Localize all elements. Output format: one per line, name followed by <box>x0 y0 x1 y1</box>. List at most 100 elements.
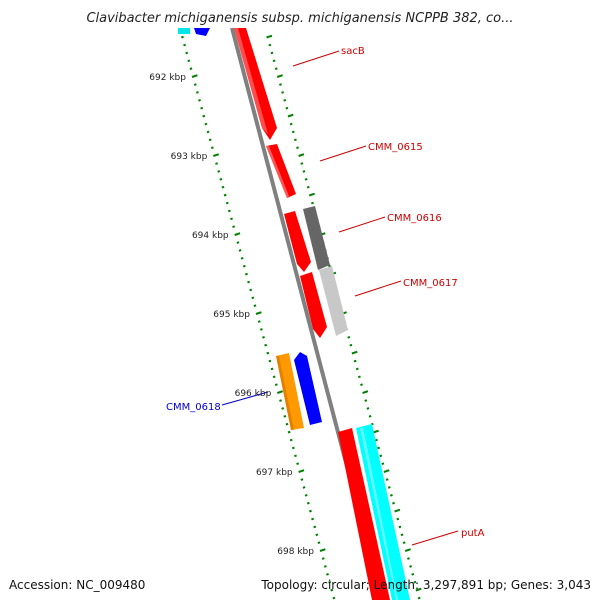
outer-major-tick <box>394 508 401 513</box>
tick-label-696: 696 kbp <box>235 389 272 399</box>
gene-CMM_0616[interactable] <box>284 206 330 272</box>
inner-minor-tick <box>206 130 210 134</box>
outer-minor-tick <box>360 383 363 387</box>
gene-label-putA[interactable]: putA <box>461 528 485 539</box>
outer-minor-tick <box>407 557 410 560</box>
gene-label-CMM_0618[interactable]: CMM_0618 <box>166 402 221 413</box>
outer-minor-tick <box>285 106 289 110</box>
inner-major-tick <box>234 232 241 236</box>
leader-putA <box>411 530 459 546</box>
inner-minor-tick <box>313 525 317 529</box>
inner-minor-tick <box>259 328 263 331</box>
outer-minor-tick <box>396 517 400 521</box>
outer-major-tick <box>287 113 294 118</box>
inner-minor-tick <box>193 83 197 86</box>
tick-label-694: 694 kbp <box>192 231 229 241</box>
inner-minor-tick <box>187 59 191 63</box>
outer-major-tick <box>308 192 315 197</box>
tick-label-697: 697 kbp <box>256 468 293 478</box>
outer-minor-tick <box>368 415 372 418</box>
accession-text: Accession: NC_009480 <box>9 578 146 592</box>
inner-minor-tick <box>185 51 189 55</box>
inner-minor-tick <box>257 320 261 323</box>
outer-minor-tick <box>293 138 297 142</box>
outer-minor-tick <box>409 565 413 568</box>
gene-CMM_0618[interactable] <box>276 352 322 430</box>
inner-minor-tick <box>311 517 315 521</box>
gene-block-top-blue <box>194 28 210 36</box>
inner-minor-tick <box>268 359 272 363</box>
gene-label-sacB[interactable]: sacB <box>341 46 365 57</box>
gene-CMM_0617[interactable] <box>300 266 348 338</box>
gene-label-CMM_0615[interactable]: CMM_0615 <box>368 142 423 153</box>
leader-CMM_0617 <box>354 280 402 297</box>
outer-minor-tick <box>283 99 287 102</box>
inner-minor-tick <box>204 122 208 126</box>
inner-minor-tick <box>270 367 274 371</box>
inner-minor-tick <box>274 383 278 387</box>
outer-minor-tick <box>281 91 285 94</box>
outer-minor-tick <box>296 146 299 150</box>
inner-minor-tick <box>266 351 270 355</box>
outer-minor-tick <box>300 162 304 165</box>
map-title: Clavibacter michiganensis subsp. michiga… <box>86 11 513 26</box>
inner-minor-tick <box>225 201 229 205</box>
inner-minor-tick <box>287 430 291 434</box>
outer-minor-tick <box>379 454 383 458</box>
outer-minor-tick <box>304 178 308 181</box>
inner-minor-tick <box>328 580 332 584</box>
gene-sacB[interactable] <box>234 28 277 140</box>
outer-minor-tick <box>381 462 385 466</box>
inner-major-tick <box>213 153 220 157</box>
inner-minor-tick <box>189 67 193 71</box>
inner-minor-tick <box>240 257 244 260</box>
inner-minor-tick <box>210 146 214 150</box>
outer-major-tick <box>415 587 422 592</box>
inner-minor-tick <box>323 565 327 568</box>
leader-CMM_0616 <box>338 216 386 233</box>
inner-minor-tick <box>198 99 201 102</box>
inner-minor-tick <box>195 91 199 94</box>
inner-minor-tick <box>279 399 283 402</box>
leader-sacB <box>292 50 340 67</box>
gene-block-top-cyan <box>178 28 190 34</box>
inner-minor-tick <box>281 407 285 410</box>
outer-minor-tick <box>274 67 278 71</box>
inner-minor-tick <box>330 588 334 592</box>
inner-minor-tick <box>300 478 304 481</box>
inner-minor-tick <box>321 557 325 560</box>
outer-minor-tick <box>385 478 389 481</box>
inner-minor-tick <box>308 509 312 513</box>
outer-minor-tick <box>411 573 415 576</box>
outer-minor-tick <box>355 367 359 371</box>
inner-minor-tick <box>247 280 251 284</box>
inner-minor-tick <box>253 304 257 308</box>
outer-minor-tick <box>353 359 357 363</box>
inner-minor-tick <box>272 375 276 379</box>
inner-minor-tick <box>251 296 255 300</box>
outer-minor-tick <box>417 596 421 600</box>
outer-minor-tick <box>328 264 331 268</box>
tick-label-693: 693 kbp <box>171 152 208 162</box>
outer-minor-tick <box>291 130 295 134</box>
inner-minor-tick <box>264 343 268 347</box>
gene-putA[interactable] <box>338 424 410 600</box>
map-body: 692 kbp 693 kbp 694 kbp 695 kbp 696 kbp 697 k… <box>149 28 459 600</box>
outer-minor-tick <box>347 336 351 339</box>
outer-minor-tick <box>375 438 378 442</box>
inner-minor-tick <box>223 193 227 197</box>
inner-minor-tick <box>208 138 212 142</box>
outer-major-tick <box>404 548 411 552</box>
inner-minor-tick <box>294 454 297 458</box>
inner-minor-tick <box>326 573 329 576</box>
outer-minor-tick <box>366 407 370 410</box>
outer-minor-tick <box>268 43 272 47</box>
outer-minor-tick <box>364 399 368 402</box>
inner-minor-tick <box>244 272 248 276</box>
gene-label-CMM_0617[interactable]: CMM_0617 <box>403 278 458 289</box>
gene-label-CMM_0616[interactable]: CMM_0616 <box>387 213 442 224</box>
gene-CMM_0615[interactable] <box>266 144 296 198</box>
outer-minor-tick <box>392 501 395 505</box>
outer-minor-tick <box>377 446 381 450</box>
